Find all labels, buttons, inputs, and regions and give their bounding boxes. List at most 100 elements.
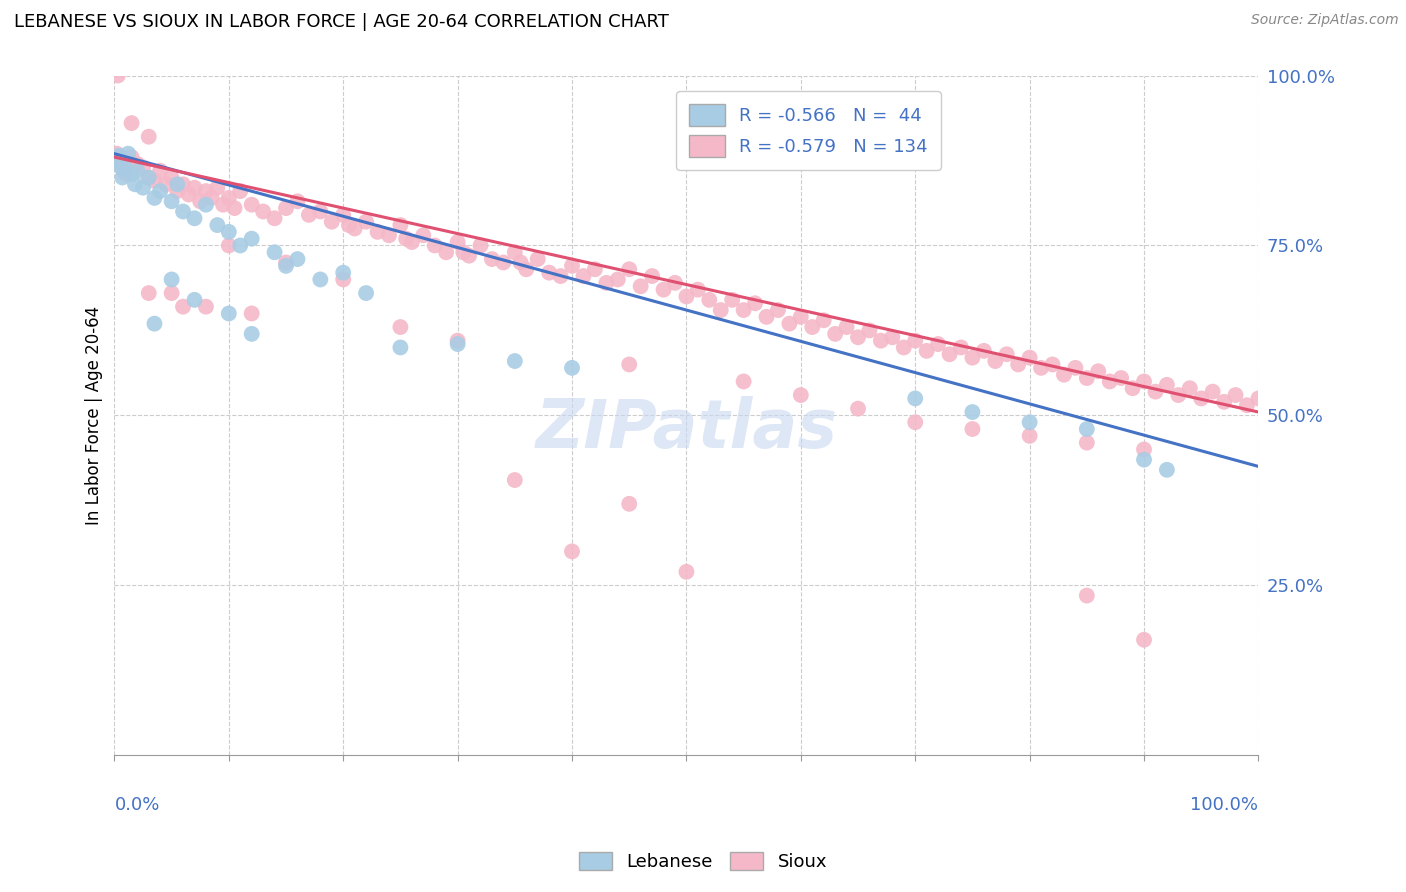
Point <box>143 191 166 205</box>
Point <box>263 211 285 226</box>
Point <box>1201 384 1223 399</box>
Point <box>111 170 134 185</box>
Point <box>995 347 1018 361</box>
Point <box>458 249 481 263</box>
Point <box>138 170 160 185</box>
Point <box>572 268 595 283</box>
Point <box>697 293 720 307</box>
Point <box>124 178 146 192</box>
Point <box>149 184 172 198</box>
Point <box>1133 632 1156 647</box>
Point <box>503 473 526 487</box>
Point <box>710 303 733 318</box>
Point <box>641 268 664 283</box>
Point <box>105 153 128 168</box>
Point <box>389 341 412 355</box>
Point <box>858 323 880 337</box>
Point <box>790 388 813 402</box>
Point <box>453 245 475 260</box>
Point <box>790 310 813 324</box>
Point <box>138 129 160 144</box>
Point <box>240 232 263 246</box>
Point <box>1247 392 1270 406</box>
Point <box>149 163 172 178</box>
Point <box>962 422 984 436</box>
Point <box>183 180 205 194</box>
Point <box>733 375 755 389</box>
Point <box>138 170 160 185</box>
Point <box>938 347 960 361</box>
Point <box>240 306 263 320</box>
Text: 100.0%: 100.0% <box>1191 797 1258 814</box>
Point <box>354 215 377 229</box>
Point <box>766 303 789 318</box>
Point <box>904 392 927 406</box>
Point <box>481 252 503 266</box>
Point <box>470 238 492 252</box>
Point <box>354 286 377 301</box>
Point <box>1076 435 1098 450</box>
Point <box>733 303 755 318</box>
Point <box>218 306 240 320</box>
Point <box>973 343 995 358</box>
Point <box>207 218 229 232</box>
Point <box>1053 368 1076 382</box>
Point <box>194 300 217 314</box>
Point <box>870 334 893 348</box>
Point <box>112 163 135 178</box>
Point <box>183 293 205 307</box>
Point <box>778 317 800 331</box>
Point <box>160 272 183 286</box>
Point <box>240 197 263 211</box>
Point <box>509 255 531 269</box>
Point <box>389 320 412 334</box>
Point <box>492 255 515 269</box>
Point <box>274 201 297 215</box>
Point <box>240 326 263 341</box>
Point <box>218 191 240 205</box>
Point <box>108 149 131 163</box>
Point <box>172 204 194 219</box>
Text: Source: ZipAtlas.com: Source: ZipAtlas.com <box>1251 13 1399 28</box>
Point <box>1156 463 1178 477</box>
Point <box>813 313 835 327</box>
Point <box>893 341 915 355</box>
Point <box>1167 388 1189 402</box>
Point <box>155 178 177 192</box>
Point <box>337 218 360 232</box>
Point <box>595 276 617 290</box>
Point <box>321 215 343 229</box>
Point <box>1133 442 1156 457</box>
Point <box>446 337 468 351</box>
Point <box>229 184 252 198</box>
Point <box>309 272 332 286</box>
Point <box>664 276 686 290</box>
Point <box>188 194 211 209</box>
Point <box>583 262 606 277</box>
Point <box>229 238 252 252</box>
Point <box>882 330 904 344</box>
Point <box>630 279 652 293</box>
Point <box>1098 375 1121 389</box>
Point <box>378 228 401 243</box>
Point <box>395 232 418 246</box>
Text: 0.0%: 0.0% <box>114 797 160 814</box>
Point <box>962 351 984 365</box>
Point <box>172 178 194 192</box>
Point <box>721 293 744 307</box>
Point <box>1029 360 1052 375</box>
Point <box>252 204 274 219</box>
Point <box>110 161 132 175</box>
Point <box>526 252 548 266</box>
Point <box>744 296 766 310</box>
Point <box>183 211 205 226</box>
Point <box>218 238 240 252</box>
Point <box>115 167 138 181</box>
Point <box>287 252 309 266</box>
Point <box>194 184 217 198</box>
Point <box>984 354 1007 368</box>
Point <box>619 497 641 511</box>
Point <box>1018 429 1040 443</box>
Point <box>172 300 194 314</box>
Point <box>1178 381 1201 395</box>
